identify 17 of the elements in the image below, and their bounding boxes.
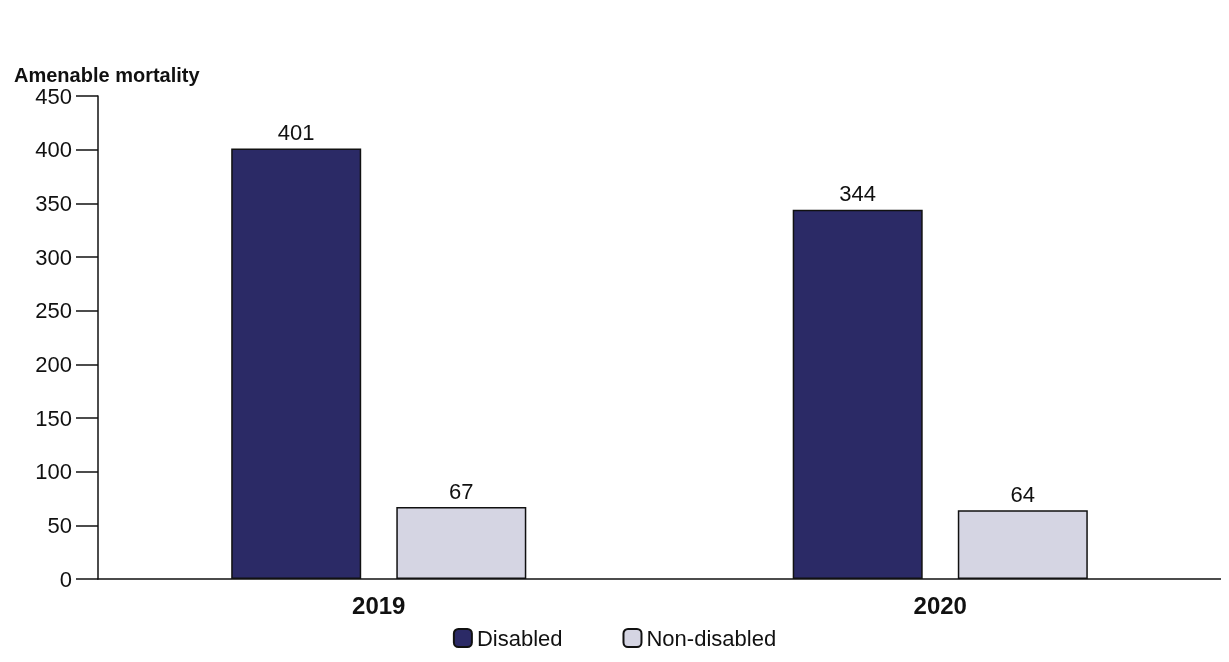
y-tick-label: 400: [35, 137, 72, 163]
y-tick-label: 250: [35, 298, 72, 324]
y-tick-label: 0: [59, 566, 72, 592]
x-tick-label: 2019: [352, 591, 406, 619]
data-label: 67: [449, 478, 474, 504]
data-label: 344: [839, 181, 877, 207]
y-tick-label: 300: [35, 244, 72, 270]
data-label: 64: [1010, 481, 1036, 507]
y-tick-label: 150: [35, 405, 72, 431]
y-tick-label: 100: [35, 459, 72, 485]
legend-label: Non-disabled: [646, 625, 777, 651]
x-tick-label: 2020: [913, 591, 967, 619]
legend-label: Disabled: [476, 625, 563, 651]
data-label: 401: [277, 120, 315, 146]
y-tick-label: 200: [35, 351, 72, 377]
y-tick-label: 350: [35, 190, 72, 216]
y-tick-label: 50: [47, 512, 72, 538]
